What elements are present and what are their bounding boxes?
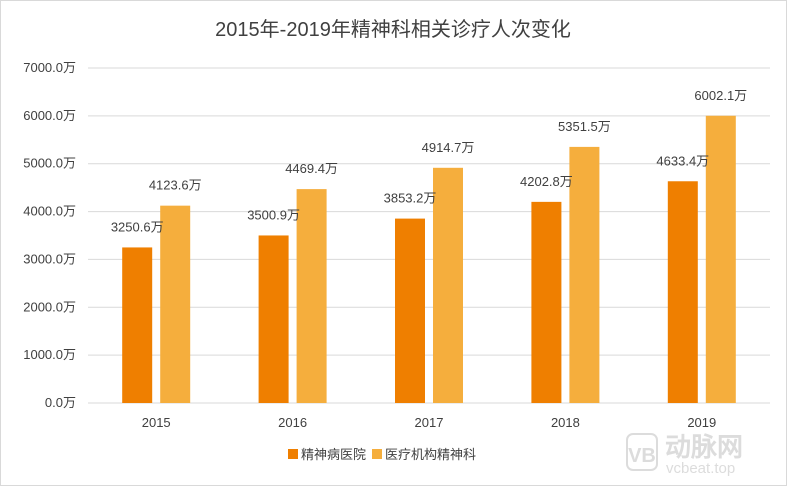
bar-department-2016 (296, 189, 327, 403)
data-label: 4914.7万 (422, 140, 475, 155)
bar-department-2018 (569, 146, 600, 403)
x-tick-label: 2018 (551, 415, 580, 430)
bar-hospital-2019 (667, 181, 698, 403)
data-label: 3853.2万 (384, 191, 437, 206)
watermark-logo: VB (628, 445, 656, 467)
grid-lines (88, 67, 770, 404)
data-label: 5351.5万 (558, 119, 611, 134)
x-axis-ticks: 2015 2016 2017 2018 2019 (142, 415, 717, 430)
bar-hospital-2018 (531, 201, 562, 403)
x-tick-label: 2016 (278, 415, 307, 430)
data-label: 4123.6万 (149, 178, 202, 193)
y-axis-ticks: 0.0万 1000.0万 2000.0万 3000.0万 4000.0万 5000.0万 6… (23, 60, 76, 410)
bar-department-2015 (160, 205, 191, 403)
data-label: 3500.9万 (247, 207, 300, 222)
y-tick-label: 3000.0万 (23, 251, 76, 266)
x-tick-label: 2019 (687, 415, 716, 430)
bar-department-2017 (433, 167, 463, 403)
bar-hospital-2016 (258, 235, 289, 403)
y-tick-label: 7000.0万 (23, 60, 76, 75)
legend-swatch (372, 449, 382, 459)
y-tick-label: 4000.0万 (23, 204, 76, 219)
y-tick-label: 6000.0万 (23, 108, 76, 123)
x-tick-label: 2015 (142, 415, 171, 430)
data-label: 3250.6万 (111, 219, 164, 234)
watermark-brand: 动脉网 (665, 432, 743, 462)
data-label: 4202.8万 (520, 174, 573, 189)
data-label: 6002.1万 (694, 88, 747, 103)
legend-label: 精神病医院 (301, 447, 366, 462)
bar-hospital-2015 (122, 247, 153, 403)
legend-label: 医疗机构精神科 (385, 447, 476, 462)
legend: 精神病医院 医疗机构精神科 (288, 447, 476, 462)
watermark-logo-frame (626, 433, 658, 471)
bar-hospital-2017 (395, 218, 425, 403)
data-label: 4633.4万 (656, 153, 709, 168)
y-tick-label: 5000.0万 (23, 156, 76, 171)
watermark-site: vcbeat.top (666, 460, 735, 477)
bar-department-2019 (705, 115, 736, 403)
y-tick-label: 2000.0万 (23, 299, 76, 314)
legend-swatch (288, 449, 298, 459)
y-tick-label: 1000.0万 (23, 347, 76, 362)
bars (122, 115, 736, 403)
chart-title: 2015年-2019年精神科相关诊疗人次变化 (215, 18, 571, 41)
x-tick-label: 2017 (415, 415, 444, 430)
y-tick-label: 0.0万 (45, 395, 76, 410)
data-labels: 3250.6万 4123.6万 3500.9万 4469.4万 3853.2万 4914.… (111, 88, 747, 235)
data-label: 4469.4万 (285, 161, 338, 176)
watermark: VB 动脉网 vcbeat.top (626, 432, 743, 477)
